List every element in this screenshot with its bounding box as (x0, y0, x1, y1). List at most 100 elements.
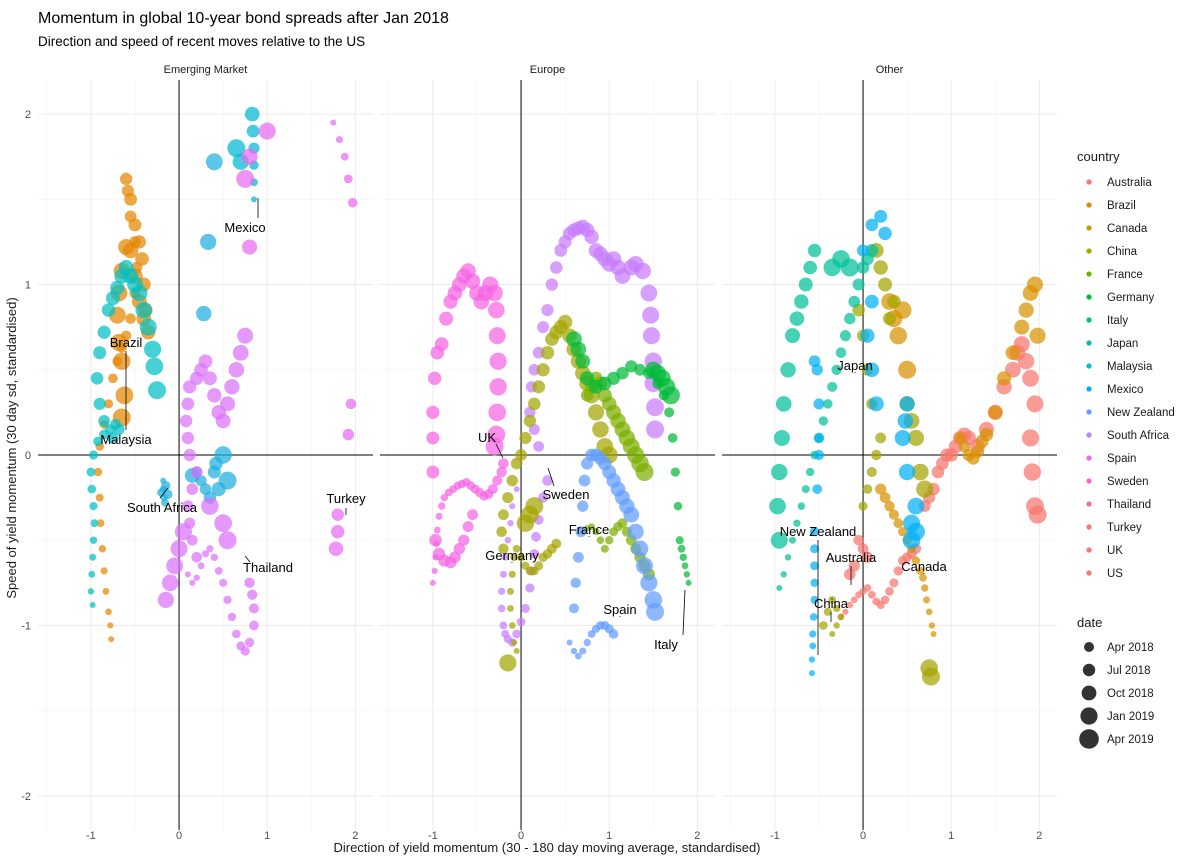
scatter-point (93, 436, 103, 447)
scatter-point (531, 531, 541, 542)
scatter-point (568, 603, 579, 614)
scatter-point (809, 630, 817, 638)
scatter-point (489, 352, 507, 370)
scatter-point (871, 449, 882, 461)
scatter-point (108, 373, 118, 384)
scatter-point (214, 567, 223, 575)
scatter-point (499, 621, 508, 630)
scatter-point (898, 527, 908, 537)
scatter-point (1014, 319, 1030, 335)
annotation-label: Australia (826, 550, 877, 565)
annotation-label: Japan (837, 358, 872, 373)
scatter-point (218, 531, 237, 550)
annotation-label: New Zealand (780, 524, 857, 539)
scatter-point (214, 514, 233, 533)
scatter-point (997, 371, 1012, 386)
scatter-point (1022, 369, 1039, 387)
annotation-label: Malaysia (100, 432, 152, 447)
scatter-point (502, 492, 514, 504)
scatter-point (579, 371, 595, 386)
annotation-label: Brazil (110, 335, 143, 350)
scatter-point (810, 544, 820, 554)
scatter-point (858, 501, 868, 511)
scatter-point (798, 277, 813, 292)
scatter-point (797, 502, 806, 510)
scatter-point (219, 578, 228, 587)
scatter-point (125, 313, 136, 324)
scatter-point (627, 523, 644, 540)
scatter-point (635, 557, 653, 575)
scatter-point (789, 311, 805, 326)
annotation-label: Spain (603, 602, 636, 617)
legend-color-label: New Zealand (1107, 407, 1175, 419)
scatter-point (224, 379, 240, 395)
legend-size-label: Oct 2018 (1107, 688, 1154, 700)
x-tick-label: 0 (860, 830, 866, 842)
scatter-point (533, 441, 545, 452)
legend-size-key (1082, 663, 1096, 677)
scatter-point (440, 493, 449, 502)
legend-color-label: UK (1107, 545, 1123, 557)
scatter-point (588, 523, 595, 530)
scatter-point (844, 568, 856, 581)
scatter-point (839, 330, 851, 342)
annotation-label: Italy (654, 637, 678, 652)
scatter-point (540, 346, 555, 360)
scatter-point (237, 327, 254, 344)
scatter-point (884, 500, 895, 512)
scatter-point (545, 278, 559, 291)
legend-color-label: China (1107, 246, 1138, 258)
scatter-point (835, 347, 847, 359)
scatter-point (578, 474, 591, 487)
scatter-point (646, 420, 665, 439)
scatter-point (813, 398, 825, 410)
scatter-point (523, 414, 537, 428)
scatter-point (681, 562, 689, 570)
legend-color-key (1086, 317, 1092, 323)
scatter-point (810, 595, 819, 604)
legend-color-key (1086, 524, 1092, 530)
scatter-point (600, 544, 609, 553)
scatter-point (537, 321, 550, 334)
scatter-point (642, 327, 661, 345)
legend-size-title: date (1077, 615, 1102, 630)
series-australia (838, 336, 1047, 620)
series-south-africa (157, 153, 237, 507)
legend-color-label: Turkey (1107, 522, 1142, 534)
scatter-point (587, 404, 605, 421)
scatter-point (244, 577, 255, 589)
scatter-point (190, 466, 203, 478)
x-tick-label: 1 (264, 830, 270, 842)
scatter-point (856, 244, 870, 257)
scatter-point (899, 396, 915, 412)
scatter-point (516, 617, 526, 627)
scatter-point (822, 399, 833, 409)
scatter-point (218, 471, 237, 490)
scatter-point (893, 518, 904, 529)
scatter-point (623, 506, 640, 523)
scatter-point (670, 467, 680, 477)
scatter-point (98, 415, 111, 427)
scatter-point (250, 196, 257, 203)
scatter-point (513, 486, 520, 493)
scatter-point (467, 509, 478, 521)
scatter-point (850, 596, 858, 604)
scatter-point (206, 545, 214, 553)
legend-size-label: Jul 2018 (1107, 665, 1150, 677)
scatter-point (846, 601, 854, 609)
scatter-point (95, 493, 104, 502)
annotation-label: Turkey (326, 491, 366, 506)
scatter-point (885, 586, 894, 596)
scatter-point (842, 608, 849, 615)
scatter-point (181, 431, 195, 445)
scatter-point (131, 284, 148, 302)
scatter-point (184, 571, 191, 578)
scatter-point (769, 497, 786, 515)
scatter-point (115, 386, 134, 405)
scatter-point (113, 352, 131, 370)
scatter-point (812, 484, 823, 494)
scatter-point (343, 174, 353, 184)
scatter-point (247, 589, 258, 600)
scatter-point (646, 602, 665, 621)
scatter-point (197, 562, 205, 570)
